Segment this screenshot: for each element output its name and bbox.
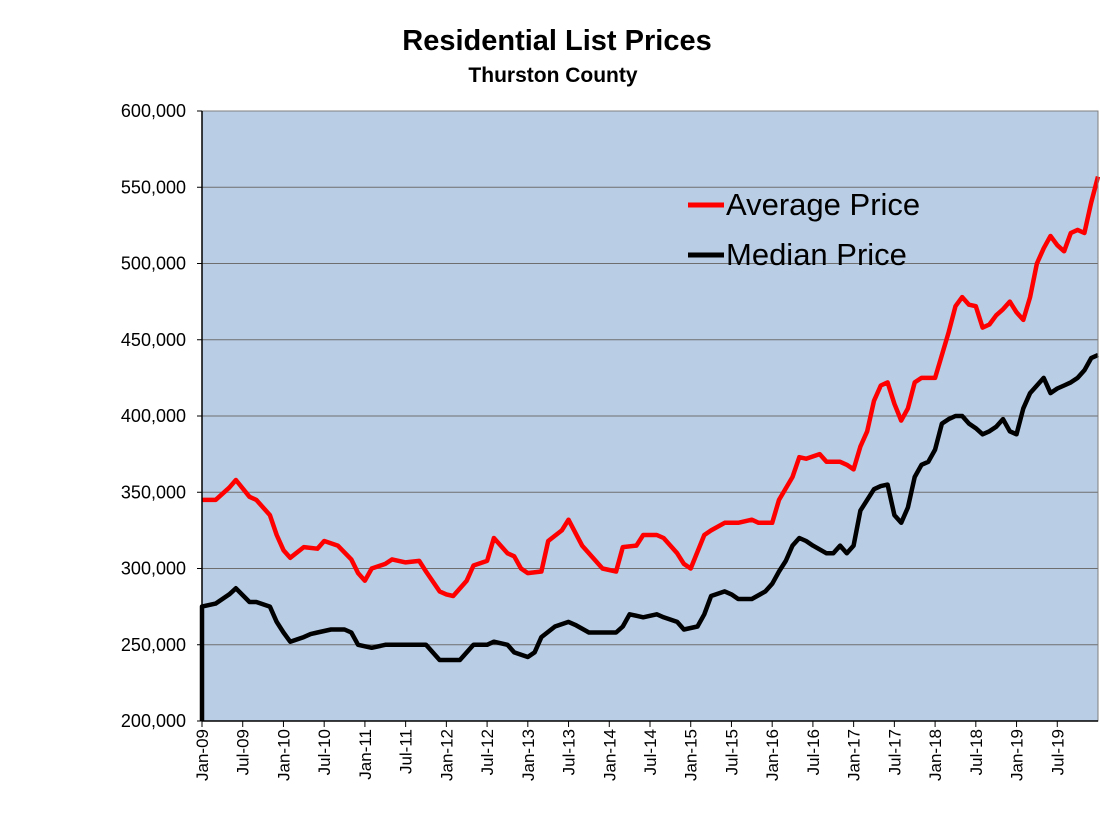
x-tick-label: Jan-14 xyxy=(600,729,619,781)
chart-title: Residential List Prices xyxy=(402,25,711,57)
y-tick-label: 500,000 xyxy=(121,254,186,274)
y-tick-label: 300,000 xyxy=(121,559,186,579)
x-tick-label: Jan-17 xyxy=(845,729,864,781)
series-group xyxy=(199,176,1100,721)
x-tick-label: Jul-18 xyxy=(967,729,986,775)
legend-label-median-price: Median Price xyxy=(726,237,907,272)
y-axis-ticks: 200,000 250,000 300,000 350,000 400,000 450,0… xyxy=(121,101,202,731)
x-tick-label: Jul-19 xyxy=(1048,729,1067,775)
x-tick-label: Jan-09 xyxy=(193,729,212,781)
chart-subtitle: Thurston County xyxy=(468,64,637,87)
legend: Average Price Median Price xyxy=(688,187,920,272)
y-tick-label: 350,000 xyxy=(121,482,186,502)
y-tick-label: 600,000 xyxy=(121,101,186,121)
x-tick-label: Jan-16 xyxy=(763,729,782,781)
y-tick-label: 250,000 xyxy=(121,635,186,655)
series-line-average-price xyxy=(202,176,1100,599)
y-tick-label: 550,000 xyxy=(121,177,186,197)
x-tick-label: Jul-15 xyxy=(723,729,742,775)
y-tick-label: 450,000 xyxy=(121,330,186,350)
x-tick-label: Jan-10 xyxy=(275,729,294,781)
x-tick-label: Jul-11 xyxy=(397,729,416,774)
x-tick-label: Jul-13 xyxy=(560,729,579,775)
x-tick-label: Jul-17 xyxy=(885,729,904,775)
y-tick-label: 400,000 xyxy=(121,406,186,426)
x-axis-ticks: Jan-09 Jul-09 Jan-10 Jul-10 Jan-11 Jul-11 Jan-… xyxy=(193,721,1067,781)
x-tick-label: Jan-12 xyxy=(437,729,456,781)
x-tick-label: Jan-11 xyxy=(356,729,375,780)
y-tick-label: 200,000 xyxy=(121,711,186,731)
series-line-median-price xyxy=(199,352,1099,721)
x-tick-label: Jul-09 xyxy=(234,729,253,775)
x-tick-label: Jul-14 xyxy=(641,729,660,775)
x-tick-label: Jul-10 xyxy=(315,729,334,775)
x-tick-label: Jan-19 xyxy=(1008,729,1027,781)
x-tick-label: Jan-13 xyxy=(519,729,538,781)
x-tick-label: Jul-16 xyxy=(804,729,823,775)
legend-label-average-price: Average Price xyxy=(726,187,920,222)
x-tick-label: Jan-15 xyxy=(682,729,701,781)
x-tick-label: Jul-12 xyxy=(478,729,497,775)
x-tick-label: Jan-18 xyxy=(926,729,945,781)
